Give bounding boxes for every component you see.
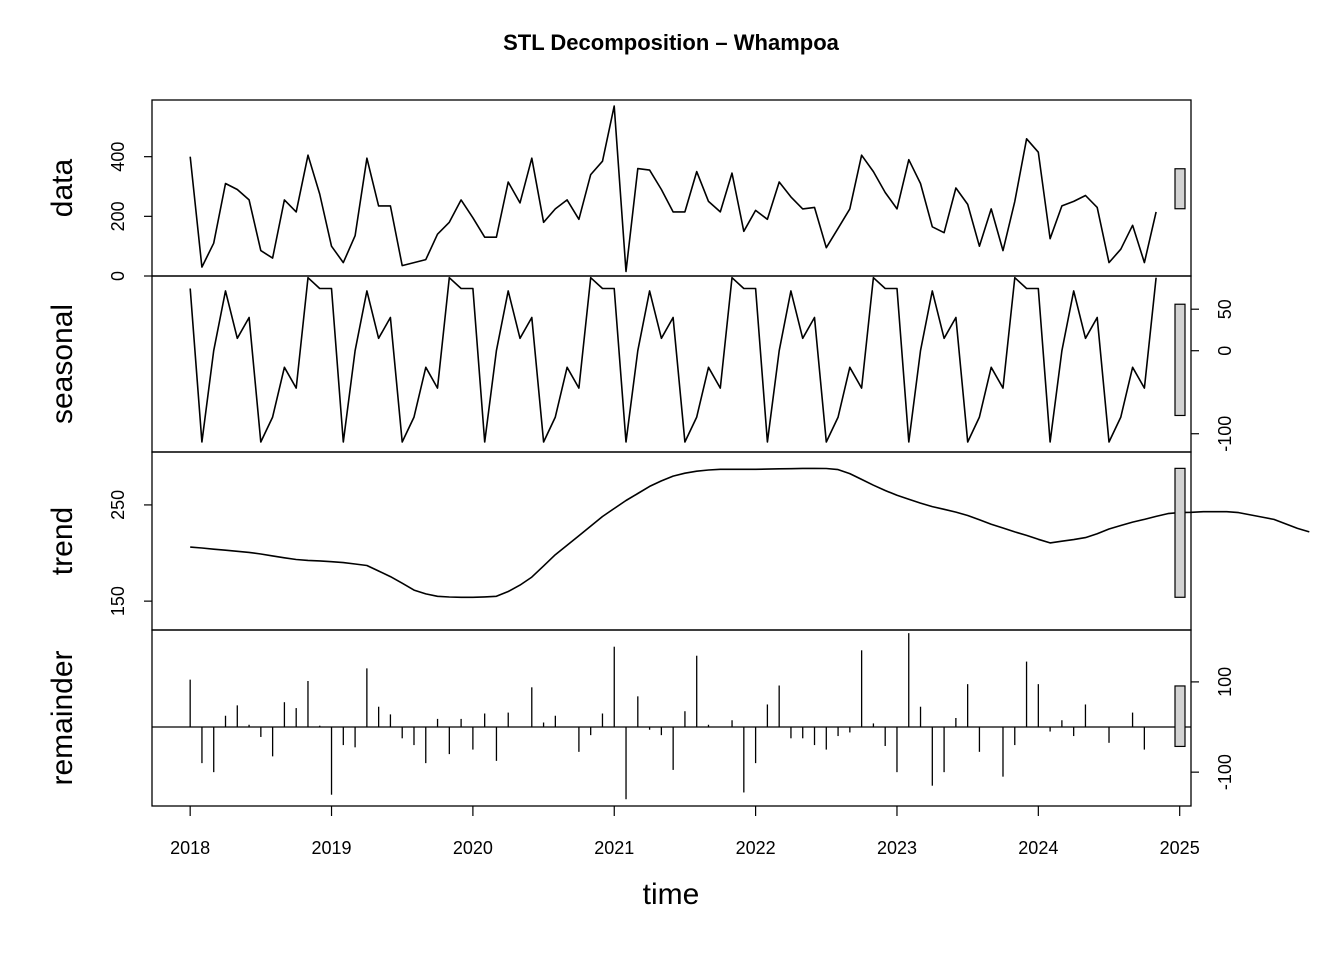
range-bar-seasonal	[1174, 303, 1186, 417]
y-tick-label-data: 0	[108, 271, 128, 281]
x-tick-label: 2021	[594, 838, 634, 858]
y-tick-label-remainder: 100	[1215, 667, 1235, 697]
panel-label-seasonal: seasonal	[46, 304, 79, 424]
x-tick-label: 2025	[1160, 838, 1200, 858]
x-tick-label: 2019	[312, 838, 352, 858]
range-bar-remainder	[1174, 685, 1186, 748]
x-tick-label: 2023	[877, 838, 917, 858]
series-line-data	[189, 105, 1157, 273]
x-tick-label: 2022	[736, 838, 776, 858]
panels-group: 0 200 400 data -100 0 50 seasonal 150 250 trend -10…	[46, 99, 1310, 807]
series-line-trend	[190, 467, 1310, 599]
y-tick-label-data: 200	[108, 201, 128, 231]
x-tick-label: 2024	[1018, 838, 1058, 858]
y-tick-label-trend: 250	[108, 490, 128, 520]
chart-title: STL Decomposition – Whampoa	[503, 30, 840, 55]
x-axis-label: time	[643, 878, 700, 911]
y-tick-label-data: 400	[108, 142, 128, 172]
panel-frame-remainder	[151, 629, 1192, 807]
panel-label-data: data	[46, 158, 79, 217]
x-tick-label: 2018	[170, 838, 210, 858]
series-line-seasonal	[189, 276, 1157, 443]
y-tick-label-seasonal: -100	[1215, 416, 1235, 452]
panel-label-remainder: remainder	[46, 650, 79, 785]
x-axis: 2018 2019 2020 2021 2022 2023 2024 2025	[170, 806, 1200, 858]
y-tick-label-trend: 150	[108, 586, 128, 616]
x-tick-label: 2020	[453, 838, 493, 858]
range-bar-trend	[1174, 467, 1186, 598]
y-tick-label-remainder: -100	[1215, 754, 1235, 790]
panel-label-trend: trend	[46, 507, 79, 575]
y-tick-label-seasonal: 0	[1215, 346, 1235, 356]
y-tick-label-seasonal: 50	[1215, 299, 1235, 319]
range-bar-data	[1174, 168, 1186, 210]
panel-remainder: -100 100 remainder	[46, 629, 1235, 807]
